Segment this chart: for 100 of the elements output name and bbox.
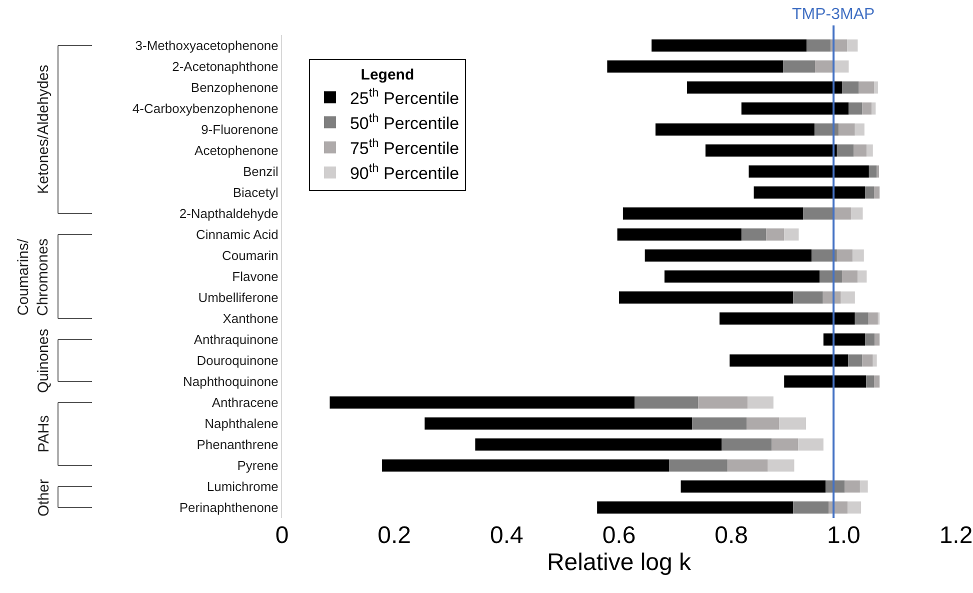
- bar: [848, 354, 862, 367]
- y-tick-label: Coumarin: [222, 248, 278, 264]
- bar: [680, 480, 826, 493]
- bar: [865, 186, 874, 199]
- y-tick-label: Douroquinone: [196, 353, 278, 368]
- bar: [727, 459, 768, 472]
- legend-label: 25$^{th}$ Percentile: [350, 86, 460, 108]
- bar: [874, 81, 878, 94]
- bar: [874, 186, 880, 199]
- y-tick-label: Cinnamic Acid: [196, 227, 278, 242]
- bar: [382, 459, 669, 472]
- y-tick-label: Perinaphthenone: [179, 500, 278, 516]
- bar: [793, 501, 828, 514]
- bar: [803, 207, 834, 220]
- bar: [424, 417, 692, 430]
- bar: [656, 123, 814, 136]
- bar: [619, 291, 794, 304]
- bar: [330, 396, 635, 409]
- y-tick-label: Naphthalene: [204, 416, 278, 432]
- bar: [868, 165, 877, 178]
- y-tick-label: 4-Carboxybenzophenone: [132, 101, 278, 116]
- bar: [842, 270, 858, 283]
- legend-label: 50$^{th}$ Percentile: [350, 110, 460, 133]
- bar: [872, 354, 877, 367]
- bar: [772, 438, 798, 451]
- bar: [784, 375, 866, 388]
- bar: [741, 102, 849, 115]
- bar: [720, 312, 855, 325]
- bar: [860, 480, 868, 493]
- bar: [848, 501, 862, 514]
- bar: [617, 228, 742, 241]
- y-tick-label: Acetophenone: [194, 143, 278, 158]
- bar: [652, 39, 807, 52]
- bar: [862, 102, 872, 115]
- bar: [730, 354, 848, 367]
- bar: [868, 312, 878, 325]
- bar: [806, 39, 831, 52]
- bar: [848, 102, 862, 115]
- y-tick-label: Naphthoquinone: [182, 374, 278, 390]
- bar: [766, 228, 784, 241]
- bar: [852, 249, 864, 262]
- bar: [686, 81, 842, 94]
- legend-title: Legend: [360, 66, 414, 84]
- bar: [850, 207, 863, 220]
- bar: [823, 333, 866, 346]
- bar: [607, 60, 784, 73]
- y-tick-label: Lumichrome: [206, 479, 278, 494]
- y-tick-label: 9-Fluorenone: [201, 122, 278, 138]
- x-tick-label: 0.2: [378, 522, 412, 549]
- bar: [698, 396, 748, 409]
- bar: [842, 81, 859, 94]
- bar: [858, 270, 867, 283]
- y-tick-label: Xanthone: [222, 311, 278, 326]
- bar: [748, 165, 869, 178]
- y-tick-label: Pyrene: [237, 458, 278, 474]
- bar: [706, 144, 837, 157]
- bar: [854, 312, 868, 325]
- bar: [779, 417, 806, 430]
- bar: [836, 144, 854, 157]
- text: Quinones: [35, 328, 52, 393]
- bar: [741, 228, 766, 241]
- x-tick-label: 1.2: [939, 522, 973, 549]
- y-tick-label: 2-Acetonaphthone: [172, 59, 278, 74]
- bar: [834, 207, 851, 220]
- bar: [692, 417, 746, 430]
- bar: [836, 249, 853, 262]
- bar: [815, 60, 834, 73]
- bar: [854, 144, 867, 157]
- legend-label: 90$^{th}$ Percentile: [350, 160, 460, 184]
- bar: [874, 375, 880, 388]
- bar: [746, 417, 780, 430]
- bar: [798, 438, 824, 451]
- bar: [865, 333, 875, 346]
- bar: [748, 396, 774, 409]
- x-tick-label: 1.0: [826, 522, 860, 549]
- bar: [866, 375, 874, 388]
- bar: [858, 81, 874, 94]
- bar: [862, 354, 873, 367]
- x-tick-label: 0.8: [714, 522, 748, 549]
- y-tick-label: Biacetyl: [232, 185, 278, 200]
- bar: [812, 249, 837, 262]
- bar: [874, 333, 880, 346]
- x-tick-label: 0.4: [490, 522, 524, 549]
- bar: [854, 123, 864, 136]
- bar: [783, 60, 816, 73]
- y-tick-label: 2-Napthaldehyde: [179, 206, 278, 222]
- bar: [722, 438, 772, 451]
- y-tick-label: Phenanthrene: [196, 437, 278, 452]
- y-tick-label: Umbelliferone: [198, 290, 278, 306]
- bar: [866, 144, 873, 157]
- y-tick-label: Flavone: [232, 269, 278, 284]
- bar: [754, 186, 866, 199]
- bar: [844, 480, 860, 493]
- y-tick-label: Benzil: [242, 164, 278, 180]
- text: PAHs: [36, 415, 52, 452]
- y-tick-label: 3-Methoxyacetophenone: [135, 38, 278, 54]
- bar: [814, 123, 839, 136]
- bar: [644, 249, 812, 262]
- x-tick-label: 0.6: [602, 522, 636, 549]
- text: Ketones/Aldehydes: [35, 64, 52, 194]
